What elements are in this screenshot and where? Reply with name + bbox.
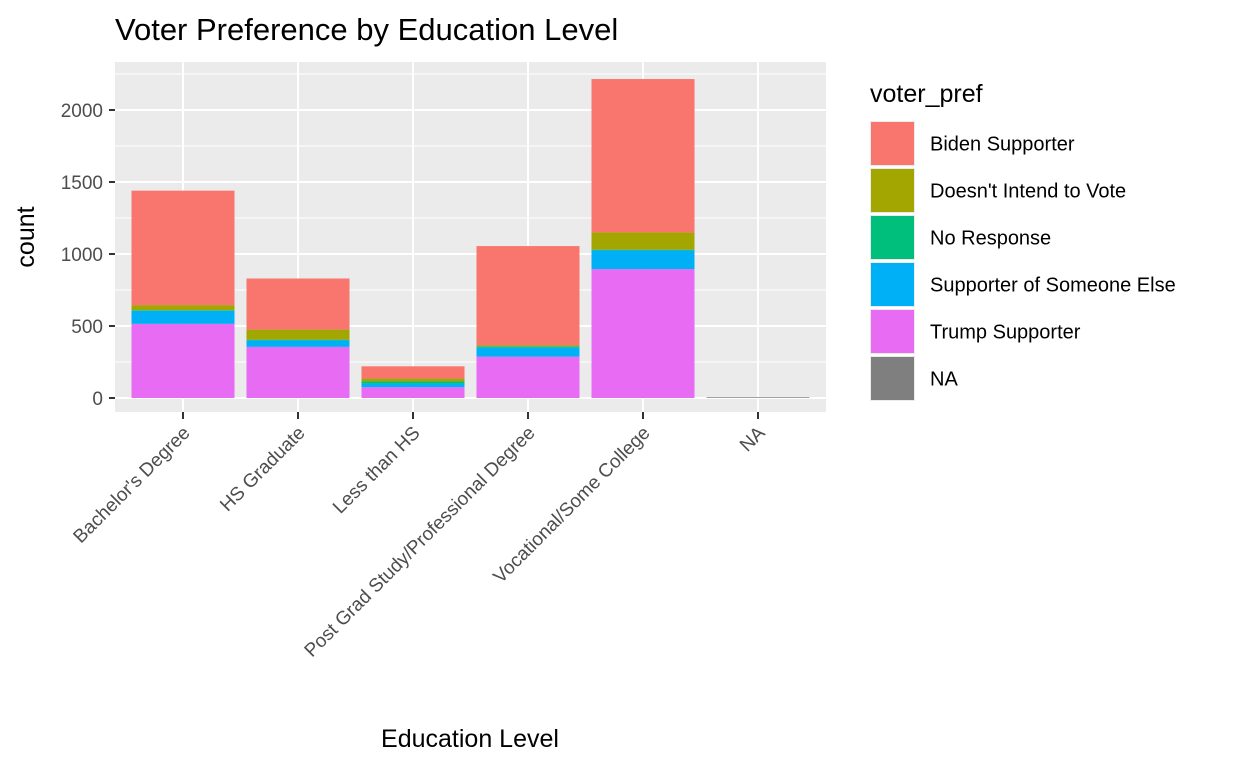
x-tick-label: Less than HS: [329, 423, 425, 519]
legend: voter_pref Biden Supporter Doesn't Intend…: [870, 80, 1176, 401]
bar-segment: [591, 232, 695, 250]
legend-key: [871, 122, 914, 165]
y-axis-title: count: [12, 206, 40, 267]
legend-label: Doesn't Intend to Vote: [930, 181, 1126, 203]
bar-segment: [591, 79, 695, 233]
x-tick-label: Post Grad Study/Professional Degree: [301, 423, 540, 662]
y-axis: 0 500 1000 1500 2000: [61, 101, 115, 410]
bar-segment: [246, 329, 350, 340]
bar-segment: [246, 339, 350, 341]
bars: [131, 79, 810, 398]
bar-segment: [476, 347, 580, 357]
bar-segment: [476, 346, 580, 348]
legend-key: [871, 263, 914, 306]
legend-key: [871, 169, 914, 212]
legend-label: Biden Supporter: [930, 134, 1075, 156]
bar-segment: [131, 323, 235, 398]
bar-segment: [361, 381, 465, 384]
y-tick-label: 1000: [61, 245, 103, 266]
bar-segment: [361, 366, 465, 379]
bar-segment: [246, 340, 350, 347]
bar-segment: [361, 383, 465, 388]
legend-label: NA: [930, 369, 958, 391]
bar-segment: [476, 246, 580, 346]
bar-segment: [476, 356, 580, 398]
x-axis-title: Education Level: [381, 725, 559, 753]
x-tick-label: NA: [736, 422, 770, 456]
bar-segment: [131, 305, 235, 311]
y-tick-label: 2000: [61, 101, 103, 122]
chart-title: Voter Preference by Education Level: [115, 12, 618, 47]
x-tick-label: Bachelor's Degree: [70, 423, 195, 548]
legend-key: [871, 216, 914, 259]
y-tick-label: 500: [71, 317, 103, 338]
bar-segment: [591, 269, 695, 398]
y-tick-label: 1500: [61, 173, 103, 194]
bar-segment: [131, 190, 235, 306]
legend-label: Trump Supporter: [930, 322, 1081, 344]
bar-segment: [131, 310, 235, 311]
legend-label: Supporter of Someone Else: [930, 275, 1176, 297]
bar-segment: [361, 378, 465, 382]
legend-key: [871, 310, 914, 353]
bar-segment: [361, 387, 465, 398]
legend-key: [871, 357, 914, 400]
bar-segment: [476, 345, 580, 347]
bar-segment: [246, 278, 350, 330]
y-tick-label: 0: [92, 389, 103, 410]
bar-segment: [131, 310, 235, 324]
x-tick-label: HS Graduate: [216, 423, 309, 516]
bar-segment: [706, 397, 810, 398]
legend-label: No Response: [930, 228, 1051, 250]
bar-segment: [591, 250, 695, 270]
bar-segment: [246, 346, 350, 398]
x-axis: Bachelor's Degree HS Graduate Less than HS…: [70, 412, 770, 662]
legend-title: voter_pref: [870, 80, 983, 108]
bar-segment: [591, 249, 695, 251]
